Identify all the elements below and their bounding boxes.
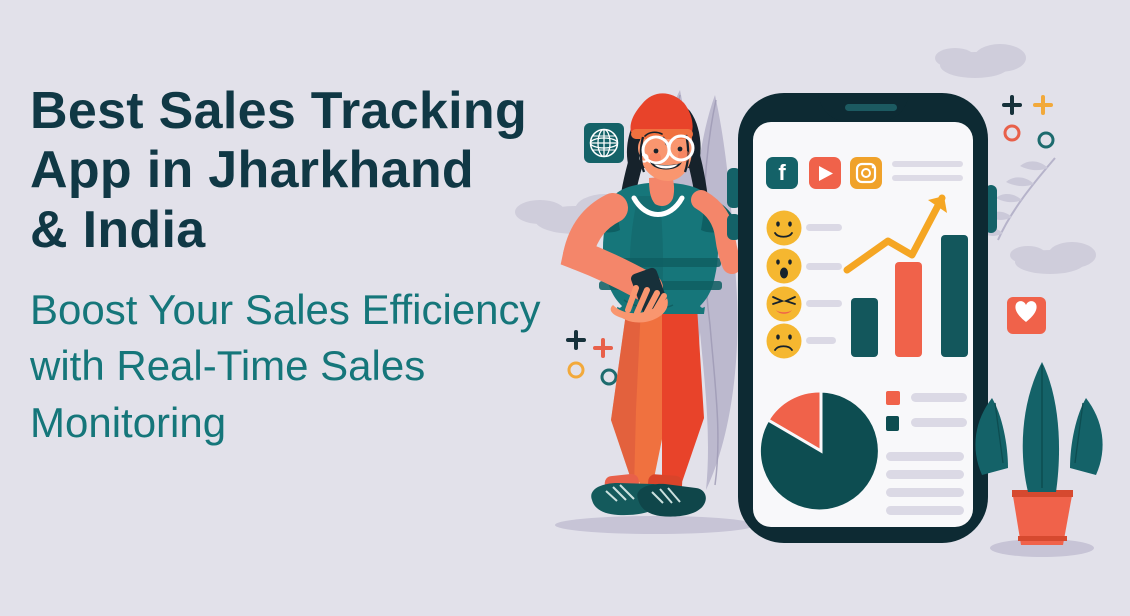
- svg-text:f: f: [778, 160, 786, 185]
